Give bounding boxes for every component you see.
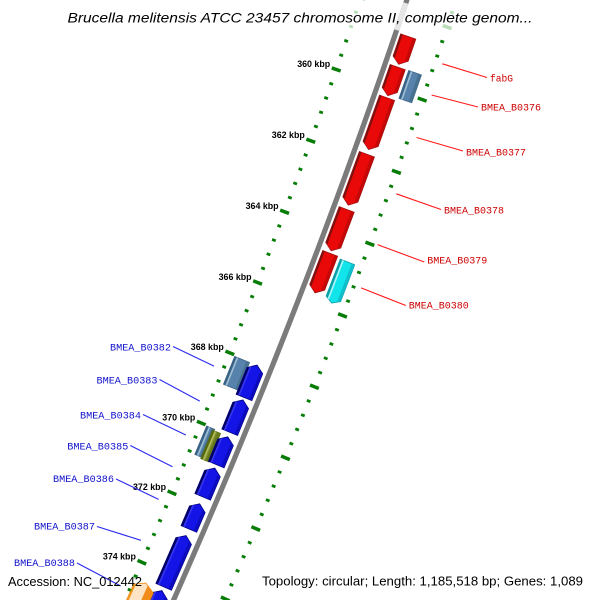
svg-text:364 kbp: 364 kbp — [246, 201, 279, 212]
svg-text:BMEA_B0382: BMEA_B0382 — [110, 344, 171, 355]
svg-text:Brucella melitensis ATCC 23457: Brucella melitensis ATCC 23457 chromosom… — [68, 11, 533, 26]
svg-text:Topology: circular; Length: 1,: Topology: circular; Length: 1,185,518 bp… — [262, 574, 583, 589]
svg-text:BMEA_B0385: BMEA_B0385 — [67, 443, 128, 454]
svg-text:fabG: fabG — [490, 73, 513, 85]
svg-text:BMEA_B0383: BMEA_B0383 — [97, 377, 158, 388]
svg-text:BMEA_B0388: BMEA_B0388 — [14, 559, 75, 570]
svg-text:BMEA_B0387: BMEA_B0387 — [34, 523, 95, 534]
svg-text:374 kbp: 374 kbp — [103, 552, 136, 563]
svg-text:BMEA_B0380: BMEA_B0380 — [409, 302, 469, 313]
svg-text:BMEA_B0386: BMEA_B0386 — [53, 475, 114, 486]
svg-text:BMEA_B0384: BMEA_B0384 — [80, 412, 141, 423]
svg-text:BMEA_B0376: BMEA_B0376 — [481, 104, 541, 115]
svg-text:BMEA_B0378: BMEA_B0378 — [444, 207, 504, 218]
svg-text:370 kbp: 370 kbp — [162, 412, 195, 423]
svg-text:366 kbp: 366 kbp — [219, 272, 252, 283]
svg-text:368 kbp: 368 kbp — [191, 342, 224, 353]
svg-text:360 kbp: 360 kbp — [297, 59, 330, 70]
svg-text:BMEA_B0379: BMEA_B0379 — [427, 257, 487, 268]
svg-text:362 kbp: 362 kbp — [272, 130, 305, 141]
svg-text:372 kbp: 372 kbp — [133, 482, 166, 493]
svg-text:BMEA_B0377: BMEA_B0377 — [466, 149, 526, 160]
svg-text:Accession: NC_012442: Accession: NC_012442 — [8, 574, 142, 589]
